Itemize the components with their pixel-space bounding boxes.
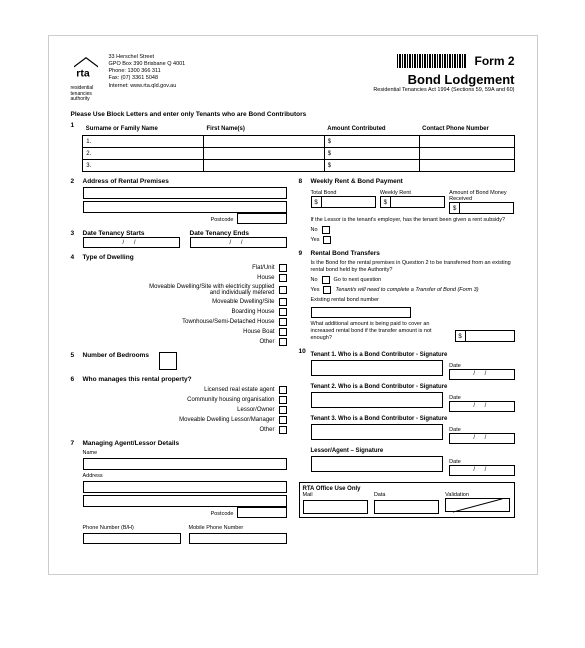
col-amount: Amount Contributed [324, 124, 419, 136]
tenant2-date[interactable]: / / [449, 401, 514, 412]
checkbox[interactable] [279, 396, 287, 404]
form-subtitle: Residential Tenancies Act 1994 (Sections… [373, 87, 514, 93]
form-number: Form 2 [474, 54, 514, 68]
header-right: Form 2 Bond Lodgement Residential Tenanc… [373, 54, 514, 103]
table-row[interactable]: 3.$ [83, 160, 514, 172]
col-firstname: First Name(s) [204, 124, 325, 136]
section-8: 8Weekly Rent & Bond Payment Total Bond$ … [299, 178, 515, 244]
mobile-input[interactable] [189, 533, 287, 544]
checkbox[interactable] [279, 298, 287, 306]
section-10: 10 Tenant 1. Who is a Bond Contributor -… [299, 348, 515, 476]
bedrooms-input[interactable] [159, 352, 177, 370]
checkbox[interactable] [279, 386, 287, 394]
extra-amount-input[interactable]: $ [455, 330, 515, 342]
postcode-input[interactable] [237, 213, 287, 224]
address-input-2[interactable] [83, 201, 287, 213]
right-column: 8Weekly Rent & Bond Payment Total Bond$ … [299, 178, 515, 550]
agent-address-input-2[interactable] [83, 495, 287, 507]
address-block: 33 Herschel Street GPO Box 390 Brisbane … [109, 54, 186, 103]
table-row[interactable]: 1.$ [83, 136, 514, 148]
col-phone: Contact Phone Number [419, 124, 514, 136]
table-row[interactable]: 2.$ [83, 148, 514, 160]
instruction: Please Use Block Letters and enter only … [71, 111, 515, 118]
checkbox[interactable] [279, 426, 287, 434]
agent-name-input[interactable] [83, 458, 287, 470]
checkbox-no[interactable] [322, 226, 330, 234]
office-mail [303, 500, 368, 514]
section-number: 1 [71, 122, 79, 173]
form-title: Bond Lodgement [373, 72, 514, 87]
barcode-icon [397, 54, 467, 68]
agent-signature[interactable] [311, 456, 444, 472]
agent-date[interactable]: / / [449, 465, 514, 476]
tenant1-date[interactable]: / / [449, 369, 514, 380]
checkbox[interactable] [279, 274, 287, 282]
checkbox-yes[interactable] [323, 236, 331, 244]
tenancy-start-input[interactable]: / / [83, 237, 180, 248]
header-left: rta residential tenancies authority 33 H… [71, 54, 186, 103]
two-columns: 2Address of Rental Premises Postcode 3 D… [71, 178, 515, 550]
left-column: 2Address of Rental Premises Postcode 3 D… [71, 178, 287, 550]
checkbox-yes[interactable] [323, 286, 331, 294]
agent-address-input[interactable] [83, 481, 287, 493]
tenancy-end-input[interactable]: / / [190, 237, 287, 248]
tenants-table: Surname or Family Name First Name(s) Amo… [82, 124, 514, 173]
tenant1-signature[interactable] [311, 360, 444, 376]
rta-logo-icon: rta [71, 54, 101, 84]
section-1: 1 Surname or Family Name First Name(s) A… [71, 122, 515, 173]
header: rta residential tenancies authority 33 H… [71, 54, 515, 103]
svg-text:rta: rta [76, 68, 90, 80]
agent-postcode-input[interactable] [237, 507, 287, 518]
address-input[interactable] [83, 187, 287, 199]
existing-bond-input[interactable] [311, 307, 411, 318]
dwelling-options: Flat/Unit House Moveable Dwelling/Site w… [83, 264, 287, 346]
checkbox[interactable] [279, 318, 287, 326]
total-bond-input[interactable]: $ [311, 196, 376, 208]
checkbox[interactable] [279, 308, 287, 316]
phone-bh-input[interactable] [83, 533, 181, 544]
section-6: 6Who manages this rental property? Licen… [71, 376, 287, 434]
col-surname: Surname or Family Name [83, 124, 204, 136]
logo-block: rta residential tenancies authority [71, 54, 101, 103]
section-2: 2Address of Rental Premises Postcode [71, 178, 287, 224]
checkbox[interactable] [279, 328, 287, 336]
section-9: 9Rental Bond Transfers Is the Bond for t… [299, 250, 515, 342]
tenant2-signature[interactable] [311, 392, 444, 408]
tenant3-signature[interactable] [311, 424, 444, 440]
office-validation [445, 498, 510, 512]
office-use: RTA Office Use Only Mail Data Validation [299, 482, 515, 518]
checkbox[interactable] [279, 286, 287, 294]
checkbox[interactable] [279, 406, 287, 414]
section-4: 4Type of Dwelling Flat/Unit House Moveab… [71, 254, 287, 346]
bond-received-input[interactable]: $ [449, 202, 514, 214]
management-options: Licensed real estate agent Community hou… [83, 386, 287, 434]
checkbox-no[interactable] [322, 276, 330, 284]
org-name: residential tenancies authority [71, 86, 101, 103]
checkbox[interactable] [279, 338, 287, 346]
weekly-rent-input[interactable]: $ [380, 196, 445, 208]
section-3: 3 Date Tenancy Starts/ / Date Tenancy En… [71, 230, 287, 248]
checkbox[interactable] [279, 416, 287, 424]
tenant3-date[interactable]: / / [449, 433, 514, 444]
form-page: rta residential tenancies authority 33 H… [48, 35, 538, 575]
office-data [374, 500, 439, 514]
checkbox[interactable] [279, 264, 287, 272]
section-7: 7Managing Agent/Lessor Details Name Addr… [71, 440, 287, 544]
section-5: 5Number of Bedrooms [71, 352, 287, 370]
